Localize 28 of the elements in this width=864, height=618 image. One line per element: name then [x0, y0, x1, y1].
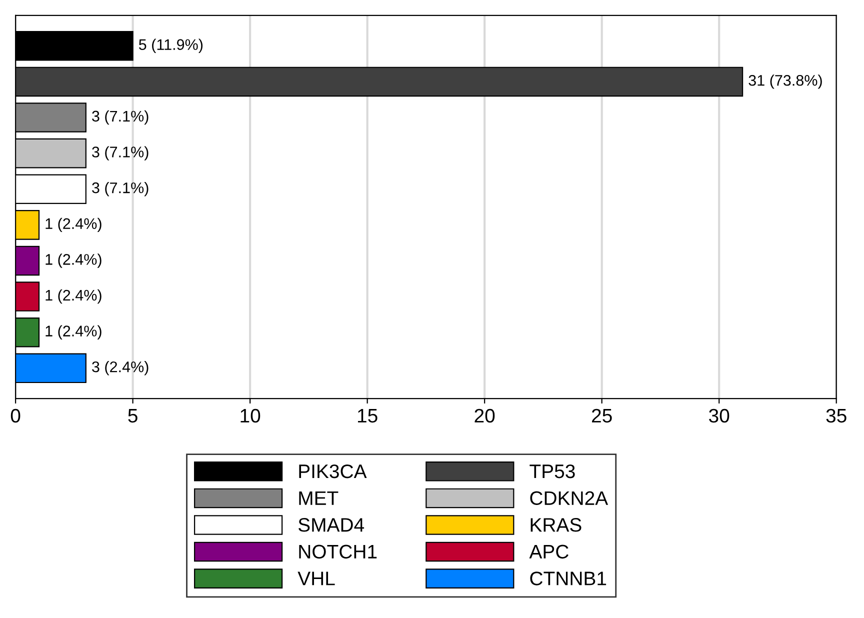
legend-label: CDKN2A: [530, 491, 608, 506]
legend-label: CTNNB1: [530, 572, 606, 586]
x-tick-label: 15: [358, 409, 378, 423]
x-tick-label: 25: [592, 408, 612, 423]
data-label: 31 (73.8%): [748, 74, 822, 89]
data-label: 5 (11.9%): [138, 38, 203, 53]
data-label: 3 (2.4%): [92, 361, 148, 376]
legend-label: PIK3CA: [299, 464, 367, 478]
legend-label: NOTCH1: [299, 544, 377, 559]
legend-label: APC: [529, 544, 568, 559]
data-label: 1 (2.4%): [46, 218, 102, 232]
data-label: 3 (7.1%): [92, 110, 148, 125]
data-label: 1 (2.4%): [46, 325, 102, 340]
x-tick-label: 5: [128, 409, 138, 423]
legend-label: SMAD4: [298, 518, 364, 532]
data-label: 1 (2.4%): [46, 254, 102, 268]
data-label: 3 (7.1%): [92, 182, 148, 196]
x-tick-label: 35: [826, 408, 846, 423]
x-tick-label: 10: [240, 408, 260, 423]
x-tick-label: 0: [10, 408, 20, 423]
legend-label: KRAS: [530, 518, 582, 532]
legend-label: VHL: [298, 572, 335, 586]
data-label: 1 (2.4%): [46, 289, 102, 304]
legend-label: TP53: [530, 464, 575, 478]
x-tick-label: 30: [709, 408, 730, 423]
x-tick-label: 20: [474, 408, 495, 423]
data-label: 3 (7.1%): [92, 146, 148, 160]
legend-label: MET: [299, 491, 338, 505]
